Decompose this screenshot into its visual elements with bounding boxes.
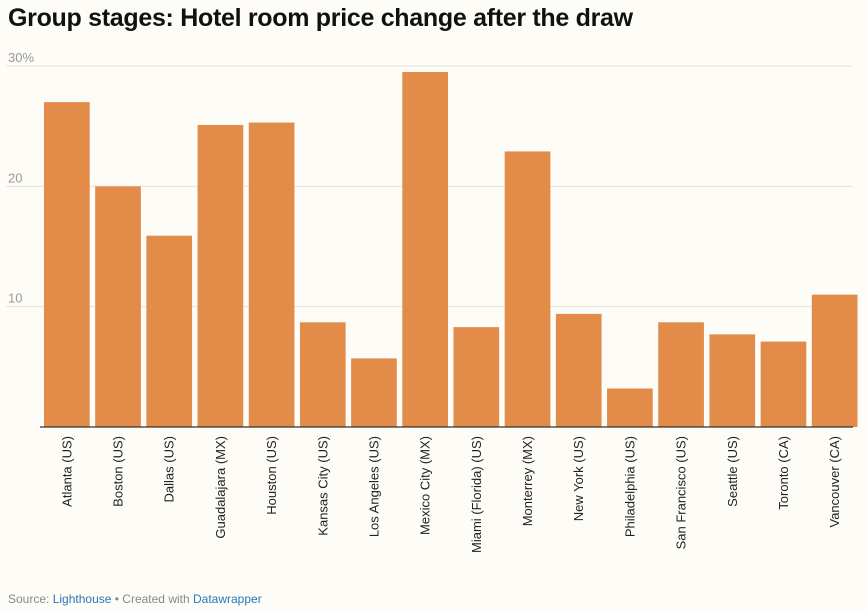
x-tick-label: Dallas (US) [162, 436, 177, 502]
footer-separator: • Created with [111, 592, 193, 606]
x-tick-label: Monterrey (MX) [520, 436, 535, 526]
y-axis-ticks: 10 20 30% [8, 50, 34, 306]
source-link[interactable]: Lighthouse [52, 592, 112, 606]
bar [248, 122, 295, 427]
bar [402, 72, 448, 428]
x-tick-label: San Francisco (US) [674, 436, 689, 549]
bar-chart: 10 20 30% Atlanta (US) Boston (US) Dallas (U… [6, 50, 858, 553]
x-tick-label: Los Angeles (US) [366, 436, 381, 537]
bar [709, 334, 756, 427]
y-tick-label: 30% [8, 50, 34, 65]
source-prefix: Source: [8, 592, 53, 606]
bar [555, 313, 602, 427]
bar [607, 388, 653, 427]
x-tick-label: Toronto (CA) [776, 436, 791, 510]
x-tick-label: Atlanta (US) [59, 436, 74, 507]
bar [299, 322, 346, 427]
bar [197, 124, 244, 428]
bar [658, 322, 704, 427]
x-tick-label: Miami (Florida) (US) [469, 436, 484, 553]
bar [146, 235, 193, 427]
bars [44, 72, 858, 428]
x-tick-label: New York (US) [571, 436, 586, 521]
footer: Source: Lighthouse • Created with Datawr… [8, 592, 262, 606]
x-tick-label: Guadalajara (MX) [213, 436, 228, 539]
x-tick-label: Kansas City (US) [315, 436, 330, 536]
x-tick-label: Boston (US) [111, 436, 126, 507]
bar [811, 294, 858, 427]
bar [44, 102, 90, 427]
datawrapper-link[interactable]: Datawrapper [193, 592, 262, 606]
x-tick-label: Vancouver (CA) [827, 436, 842, 528]
bar [95, 186, 141, 427]
x-tick-label: Mexico City (MX) [418, 436, 433, 535]
bar [504, 151, 551, 428]
x-tick-label: Houston (US) [264, 436, 279, 515]
bar [760, 341, 807, 427]
bar [351, 358, 397, 427]
x-tick-label: Seattle (US) [725, 436, 740, 507]
x-tick-label: Philadelphia (US) [622, 436, 637, 537]
x-axis-ticks: Atlanta (US) Boston (US) Dallas (US) Guadal… [59, 436, 842, 553]
y-tick-label: 20 [8, 170, 22, 185]
chart-title: Group stages: Hotel room price change af… [8, 4, 633, 32]
bar [453, 327, 500, 427]
y-tick-label: 10 [8, 291, 22, 306]
